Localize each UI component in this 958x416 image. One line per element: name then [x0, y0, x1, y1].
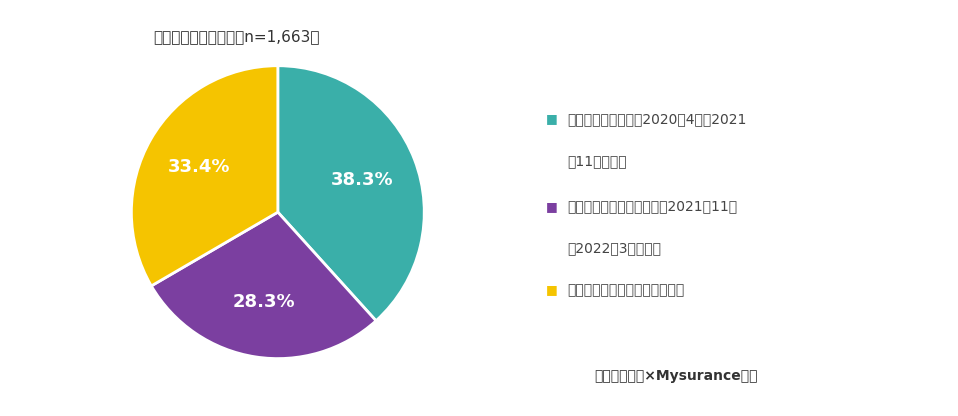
Text: 33.4%: 33.4%: [168, 158, 230, 176]
Wedge shape: [151, 212, 376, 359]
Text: これから実施される予定（2021年11月: これから実施される予定（2021年11月: [567, 200, 738, 214]
Text: ■: ■: [546, 200, 558, 213]
Text: ■: ■: [546, 112, 558, 125]
Text: 28.3%: 28.3%: [233, 293, 295, 311]
Text: 損保ジャパン×Mysurance調べ: 損保ジャパン×Mysurance調べ: [594, 369, 758, 383]
Text: ■: ■: [546, 283, 558, 296]
Text: すでに実施された（2020年4月〜2021: すでに実施された（2020年4月〜2021: [567, 112, 746, 126]
Text: 実施予定だったが中止になった: 実施予定だったが中止になった: [567, 283, 684, 297]
Wedge shape: [278, 66, 424, 321]
Text: 〜2022年3月まで）: 〜2022年3月まで）: [567, 241, 661, 255]
Text: 年11月まで）: 年11月まで）: [567, 154, 627, 168]
Wedge shape: [131, 66, 278, 286]
Text: 修学旅行の実施状況（n=1,663）: 修学旅行の実施状況（n=1,663）: [153, 29, 320, 44]
Text: 38.3%: 38.3%: [331, 171, 394, 188]
